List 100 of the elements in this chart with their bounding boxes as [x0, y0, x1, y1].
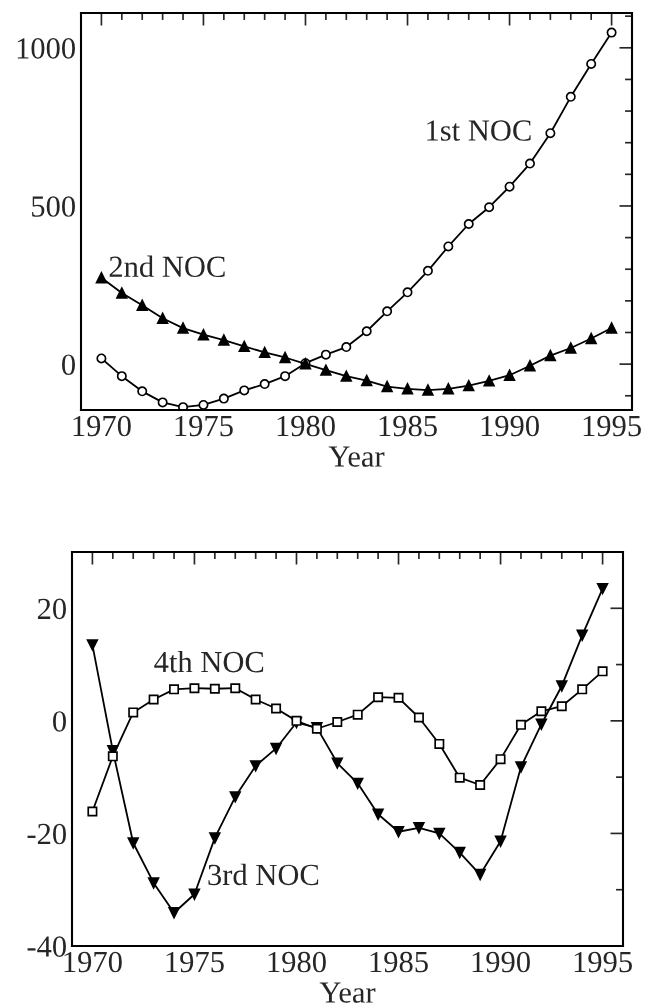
point [606, 27, 617, 38]
point [128, 707, 139, 718]
point [320, 349, 331, 360]
point [605, 322, 618, 334]
point [238, 340, 250, 353]
point [556, 680, 568, 692]
point [402, 287, 413, 298]
point [577, 684, 588, 695]
x-tick-label: 1970 [64, 951, 122, 973]
point [565, 342, 577, 354]
point [189, 683, 200, 694]
point [544, 349, 557, 362]
x-tick-label: 1990 [472, 951, 530, 973]
point [198, 399, 209, 410]
point [524, 158, 535, 169]
point [95, 272, 108, 284]
point [556, 701, 567, 712]
point [413, 822, 425, 834]
point [209, 832, 221, 844]
point [585, 332, 597, 345]
point [218, 393, 229, 404]
y-tick-label: 0 [53, 711, 66, 732]
point [136, 299, 148, 311]
point [137, 386, 148, 397]
point [197, 329, 210, 341]
point [392, 826, 405, 838]
point [361, 326, 372, 337]
point [291, 715, 302, 726]
y-tick-label: -40 [27, 936, 66, 957]
x-tick-label: 1970 [73, 415, 131, 437]
series-label: 4th NOC [154, 650, 264, 673]
point [475, 780, 486, 791]
point [341, 342, 352, 353]
point [270, 742, 282, 755]
point [433, 827, 446, 840]
point [352, 709, 363, 720]
point [454, 846, 466, 859]
point [596, 582, 609, 595]
point [147, 877, 160, 889]
y-tick-label: -20 [27, 823, 66, 845]
point [178, 402, 189, 410]
point [230, 683, 241, 694]
point [495, 754, 506, 765]
x-tick-label: 1980 [268, 951, 326, 973]
point [463, 379, 475, 392]
point [258, 346, 271, 359]
series-label: 1st NOC [427, 120, 531, 141]
series-label: 2nd NOC [109, 255, 225, 278]
point [218, 334, 230, 346]
point [331, 757, 343, 769]
x-tick-label: 1985 [370, 951, 428, 973]
point [168, 907, 180, 919]
point [177, 322, 189, 334]
point [597, 666, 608, 677]
point [116, 371, 127, 382]
point [494, 835, 507, 848]
point [87, 806, 98, 817]
x-tick-label: 1990 [481, 415, 539, 437]
x-tick-label: 1995 [574, 951, 632, 973]
point [239, 385, 250, 396]
point [413, 712, 424, 723]
point [586, 58, 597, 69]
point [422, 265, 433, 276]
point [116, 287, 128, 299]
point [340, 370, 352, 382]
point [271, 703, 282, 714]
y-tick-label: 500 [32, 196, 75, 217]
point [229, 791, 241, 803]
x-axis-title: Year [328, 446, 385, 467]
point [515, 761, 527, 773]
point [320, 364, 332, 376]
point [169, 684, 180, 695]
point [332, 716, 343, 727]
point [280, 371, 291, 382]
point [401, 383, 414, 395]
point [545, 128, 556, 139]
point [535, 718, 548, 730]
point [524, 360, 536, 372]
y-tick-label: 0 [62, 354, 75, 376]
point [156, 312, 169, 324]
point [393, 692, 404, 703]
x-tick-label: 1980 [277, 415, 335, 437]
series-label: 3rd NOC [208, 863, 319, 886]
point [96, 353, 107, 364]
point [463, 218, 474, 229]
point [483, 375, 495, 387]
x-tick-label: 1995 [583, 415, 641, 437]
y-tick-label: 1000 [17, 38, 75, 59]
point [249, 760, 262, 772]
point [209, 683, 220, 694]
point [148, 694, 159, 705]
point [259, 379, 270, 390]
point [422, 384, 434, 396]
point [576, 629, 588, 641]
point [536, 706, 547, 717]
point [188, 888, 201, 900]
point [86, 639, 99, 651]
point [381, 380, 393, 393]
point [443, 241, 454, 252]
point [127, 837, 139, 849]
